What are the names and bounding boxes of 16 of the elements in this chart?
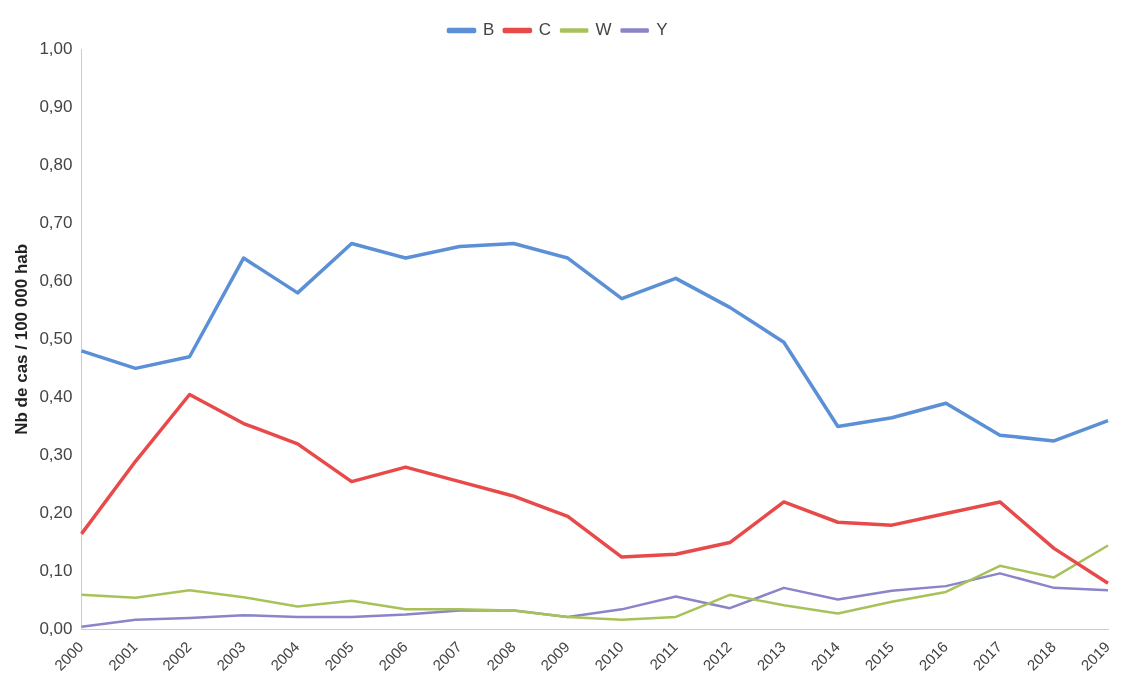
y-tick-label: 0,00 xyxy=(39,619,73,639)
y-tick-label: 0,70 xyxy=(39,212,73,232)
legend-label: B xyxy=(483,20,495,40)
y-tick-label: 0,20 xyxy=(39,503,73,523)
y-axis-title: Nb de cas / 100 000 hab xyxy=(11,243,31,435)
y-tick-label: 0,80 xyxy=(39,154,73,174)
y-tick-label: 0,90 xyxy=(39,96,73,116)
y-tick-label: 0,40 xyxy=(39,387,73,407)
y-tick-label: 0,60 xyxy=(39,270,73,290)
legend-label: W xyxy=(595,20,612,40)
y-tick-label: 0,10 xyxy=(39,561,73,581)
legend-label: C xyxy=(538,20,552,40)
y-tick-label: 0,50 xyxy=(39,329,73,349)
legend-label: Y xyxy=(656,20,668,40)
y-tick-label: 0,30 xyxy=(39,445,73,465)
y-tick-label: 1,00 xyxy=(39,38,73,58)
